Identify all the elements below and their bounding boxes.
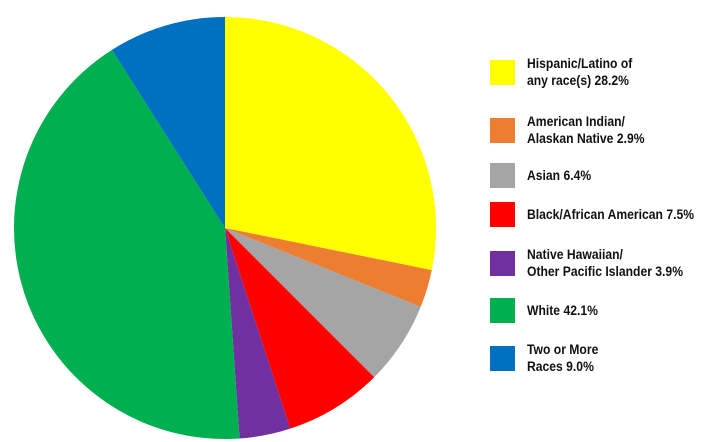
- legend-swatch-hispanic: [490, 59, 515, 85]
- legend-item-native-hawaiian: Native Hawaiian/ Other Pacific Islander …: [490, 246, 700, 280]
- pie-slice-black: [225, 228, 375, 429]
- legend-swatch-american-indian: [490, 117, 515, 143]
- legend-swatch-asian: [490, 163, 515, 188]
- legend: Hispanic/Latino of any race(s) 28.2% Ame…: [490, 0, 727, 442]
- legend-label-black: Black/African American 7.5%: [527, 207, 695, 222]
- legend-item-white: White 42.1%: [490, 298, 606, 323]
- pie-chart: [13, 17, 437, 440]
- pie-slice-native-hawaiian: [225, 228, 291, 439]
- pie-slice-two-or-more: [111, 17, 225, 228]
- legend-swatch-two-or-more: [490, 345, 515, 371]
- legend-label-asian: Asian 6.4%: [527, 168, 592, 183]
- legend-swatch-black: [490, 202, 515, 227]
- legend-label-white: White 42.1%: [527, 303, 598, 318]
- legend-label-native-hawaiian: Native Hawaiian/ Other Pacific Islander …: [527, 247, 683, 279]
- legend-label-two-or-more: Two or More Races 9.0%: [527, 342, 599, 374]
- pie-slice-asian: [225, 228, 421, 378]
- legend-item-american-indian: American Indian/ Alaskan Native 2.9%: [490, 113, 658, 147]
- pie-slice-hispanic: [225, 17, 437, 271]
- legend-label-american-indian: American Indian/ Alaskan Native 2.9%: [527, 114, 645, 146]
- legend-swatch-white: [490, 298, 515, 323]
- legend-item-two-or-more: Two or More Races 9.0%: [490, 341, 606, 375]
- legend-label-hispanic: Hispanic/Latino of any race(s) 28.2%: [527, 56, 633, 88]
- pie-slice-white: [13, 49, 240, 440]
- legend-swatch-native-hawaiian: [490, 250, 515, 276]
- pie-slice-american-indian: [225, 228, 432, 307]
- legend-item-hispanic: Hispanic/Latino of any race(s) 28.2%: [490, 55, 644, 89]
- legend-item-asian: Asian 6.4%: [490, 163, 598, 188]
- legend-item-black: Black/African American 7.5%: [490, 202, 713, 227]
